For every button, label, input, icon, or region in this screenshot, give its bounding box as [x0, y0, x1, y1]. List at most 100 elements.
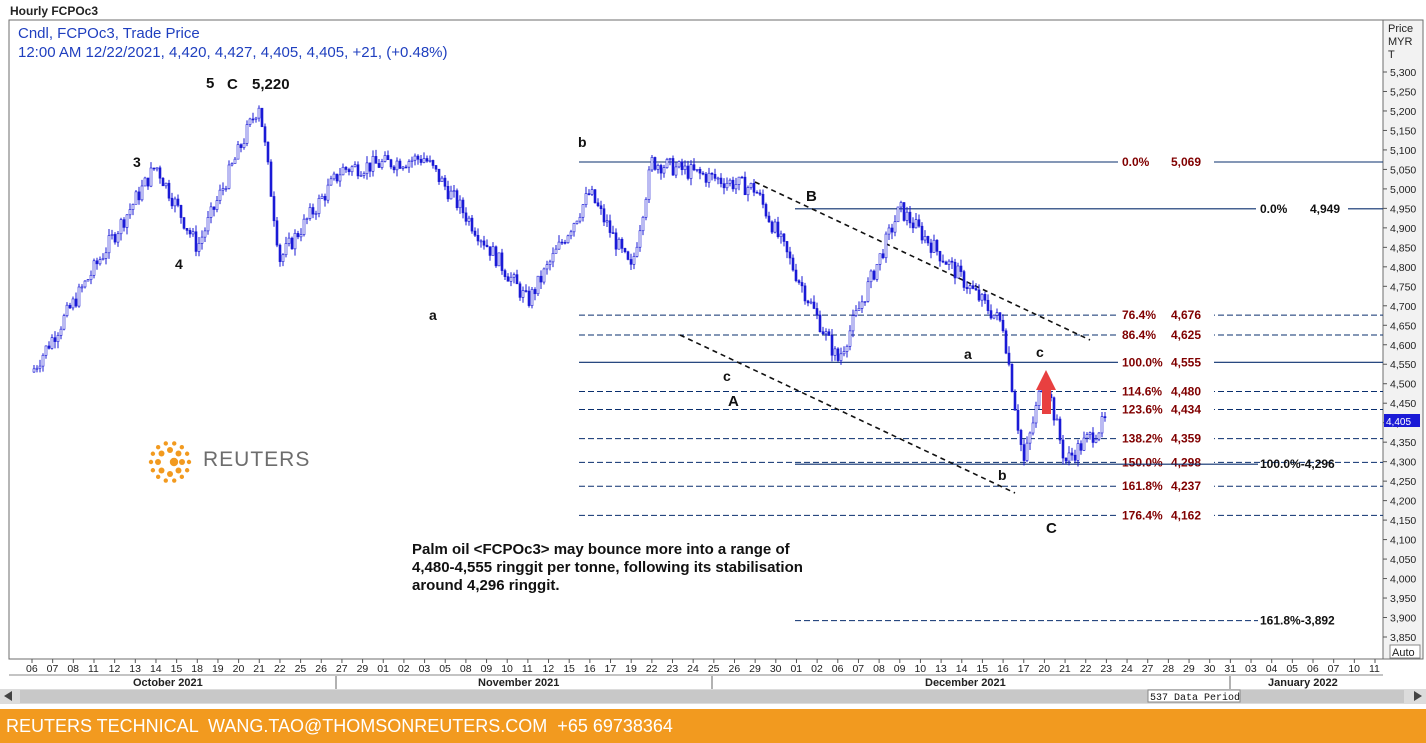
candle-body	[86, 279, 90, 282]
candle-body	[203, 230, 207, 238]
date-tick-label: 29	[1183, 663, 1195, 675]
scrollbar-thumb[interactable]	[20, 690, 1404, 703]
candle-body	[470, 217, 474, 232]
candle-body	[803, 285, 807, 302]
logo-dot	[148, 459, 154, 465]
candle-body	[122, 219, 126, 228]
candle-body	[758, 192, 762, 195]
candle-body	[98, 259, 102, 265]
fib-pct-label: 86.4%	[1122, 328, 1156, 342]
candle-body	[542, 268, 546, 283]
candle-body	[533, 289, 537, 295]
auto-scale-button[interactable]	[1389, 644, 1421, 659]
fib-value-label: 4,676	[1171, 308, 1201, 322]
logo-dot	[163, 478, 168, 483]
candle-body	[1034, 405, 1038, 424]
reuters-logo-box	[141, 427, 307, 491]
candle-body	[179, 205, 183, 218]
candle-body	[1001, 319, 1005, 332]
scroll-right-icon[interactable]	[1414, 691, 1422, 701]
wave-label: C	[227, 76, 238, 93]
candle-body	[833, 348, 837, 356]
date-tick-label: 29	[357, 663, 369, 675]
price-tick-label: 4,450	[1390, 398, 1416, 410]
candle-body	[698, 168, 702, 174]
candle-body	[446, 185, 450, 200]
date-tick-label: 01	[790, 663, 802, 675]
candle-body	[956, 265, 960, 279]
fib-value-label: 4,359	[1171, 432, 1201, 446]
header-line1: Cndl, FCPOc3, Trade Price	[18, 25, 200, 42]
logo-dot	[150, 451, 156, 456]
candle-body	[1088, 432, 1092, 435]
candle-body	[332, 173, 336, 180]
date-tick-label: 20	[1038, 663, 1050, 675]
fib-value-label: 4,555	[1171, 355, 1201, 369]
price-chart[interactable]: Hourly FCPOc3 Cndl, FCPOc3, Trade Price …	[0, 0, 1426, 709]
candle-body	[458, 199, 462, 209]
date-tick-label: 15	[976, 663, 988, 675]
fib-secondary-label: 0.0%	[1260, 202, 1288, 216]
candle-body	[1037, 390, 1041, 406]
candle-body	[632, 256, 636, 265]
candle-body	[947, 260, 951, 265]
candle-body	[494, 246, 498, 267]
candle-body	[770, 221, 774, 233]
price-tick-label: 3,900	[1390, 613, 1416, 625]
candle-body	[1103, 416, 1107, 419]
candle-body	[440, 177, 444, 182]
logo-dot	[155, 459, 161, 465]
candle-body	[482, 240, 486, 246]
candle-body	[845, 345, 849, 352]
candle-body	[236, 144, 240, 160]
candle-body	[509, 276, 513, 282]
logo-dot	[172, 441, 177, 446]
date-tick-label: 24	[1121, 663, 1133, 675]
fib-label-bg	[1118, 430, 1214, 446]
price-tick-label: 4,750	[1390, 281, 1416, 293]
candle-body	[518, 283, 522, 298]
logo-dot	[150, 468, 156, 473]
candle-body	[962, 271, 966, 288]
candle-body	[878, 253, 882, 265]
candle-body	[329, 178, 333, 186]
candle-body	[1094, 438, 1098, 443]
scroll-left-icon[interactable]	[4, 691, 12, 701]
candle-body	[704, 173, 708, 183]
candle-body	[449, 190, 453, 200]
annotation-line-3: around 4,296 ringgit.	[412, 577, 560, 594]
footer-banner: REUTERS TECHNICAL WANG.TAO@THOMSONREUTER…	[0, 709, 1426, 743]
candle-body	[581, 204, 585, 218]
candle-body	[497, 252, 501, 267]
candle-body	[677, 161, 681, 168]
fib-label-bg	[1118, 307, 1214, 323]
date-tick-label: 20	[233, 663, 245, 675]
candle-body	[950, 260, 954, 263]
reuters-logo-text: REUTERS	[203, 448, 311, 471]
candle-body	[830, 335, 834, 356]
price-tick-label: 4,200	[1390, 496, 1416, 508]
date-tick-label: 10	[914, 663, 926, 675]
date-tick-label: 22	[274, 663, 286, 675]
candle-body	[371, 156, 375, 172]
header-line2: 12:00 AM 12/22/2021, 4,420, 4,427, 4,405…	[18, 44, 448, 61]
fib-label-bg	[1118, 507, 1214, 523]
candle-body	[767, 215, 771, 223]
logo-dot	[167, 447, 173, 453]
candle-body	[602, 208, 606, 223]
date-tick-label: 09	[481, 663, 493, 675]
candle-body	[200, 236, 204, 244]
candle-body	[812, 301, 816, 309]
candle-body	[194, 231, 198, 252]
price-axis-panel	[1382, 19, 1424, 660]
candle-body	[1055, 418, 1059, 421]
candle-body	[974, 288, 978, 291]
candle-body	[110, 234, 114, 236]
candle-body	[968, 285, 972, 290]
candle-body	[977, 289, 981, 301]
candle-body	[713, 174, 717, 179]
candle-body	[164, 182, 168, 187]
candle-body	[284, 243, 288, 256]
candle-body	[638, 230, 642, 248]
candle-body	[905, 211, 909, 221]
